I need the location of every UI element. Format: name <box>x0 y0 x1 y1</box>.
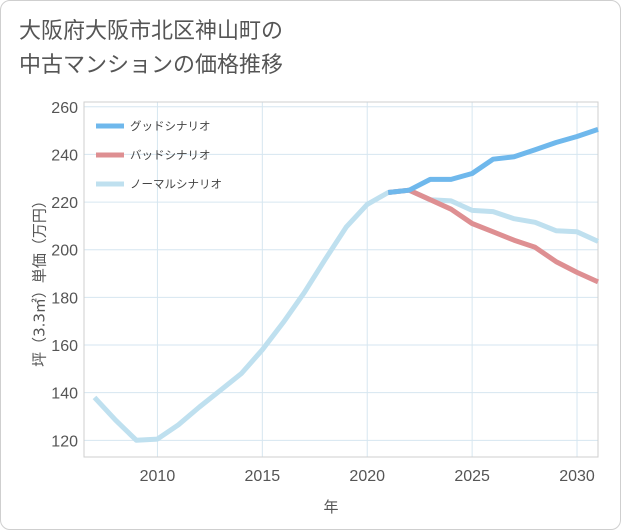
y-tick-label: 120 <box>51 433 78 450</box>
y-tick-label: 220 <box>51 195 78 212</box>
y-tick-label: 240 <box>51 147 78 164</box>
x-axis-label: 年 <box>323 498 338 516</box>
x-tick-label: 2030 <box>559 468 595 485</box>
y-axis-label: 坪（3.3㎡）単価（万円） <box>31 193 49 367</box>
y-tick-label: 200 <box>51 243 78 260</box>
x-tick-label: 2010 <box>140 468 176 485</box>
x-tick-label: 2015 <box>245 468 281 485</box>
y-tick-label: 260 <box>51 100 78 117</box>
series-line-0 <box>387 127 599 195</box>
y-tick-label: 140 <box>51 386 78 403</box>
y-axis-ticks: 120 140 160 180 200 220 240 260 <box>51 100 78 451</box>
chart-title-line-1: 大阪府大阪市北区神山町の <box>19 19 284 44</box>
legend-label-1: バッドシナリオ <box>130 148 211 162</box>
x-axis-ticks: 2010 2015 2020 2025 2030 <box>140 468 595 485</box>
x-tick-label: 2020 <box>349 468 385 485</box>
series-line-1 <box>387 187 600 285</box>
series-line-2 <box>92 187 600 443</box>
grid-lines <box>84 102 598 457</box>
legend-label-2: ノーマルシナリオ <box>130 177 222 191</box>
chart-title: 大阪府大阪市北区神山町の 中古マンションの価格推移 <box>19 15 283 83</box>
series-lines <box>92 127 600 443</box>
x-tick-label: 2025 <box>454 468 490 485</box>
chart-title-line-2: 中古マンションの価格推移 <box>19 53 284 78</box>
legend-label-0: グッドシナリオ <box>130 119 211 133</box>
y-tick-label: 180 <box>51 290 78 307</box>
y-tick-label: 160 <box>51 338 78 355</box>
